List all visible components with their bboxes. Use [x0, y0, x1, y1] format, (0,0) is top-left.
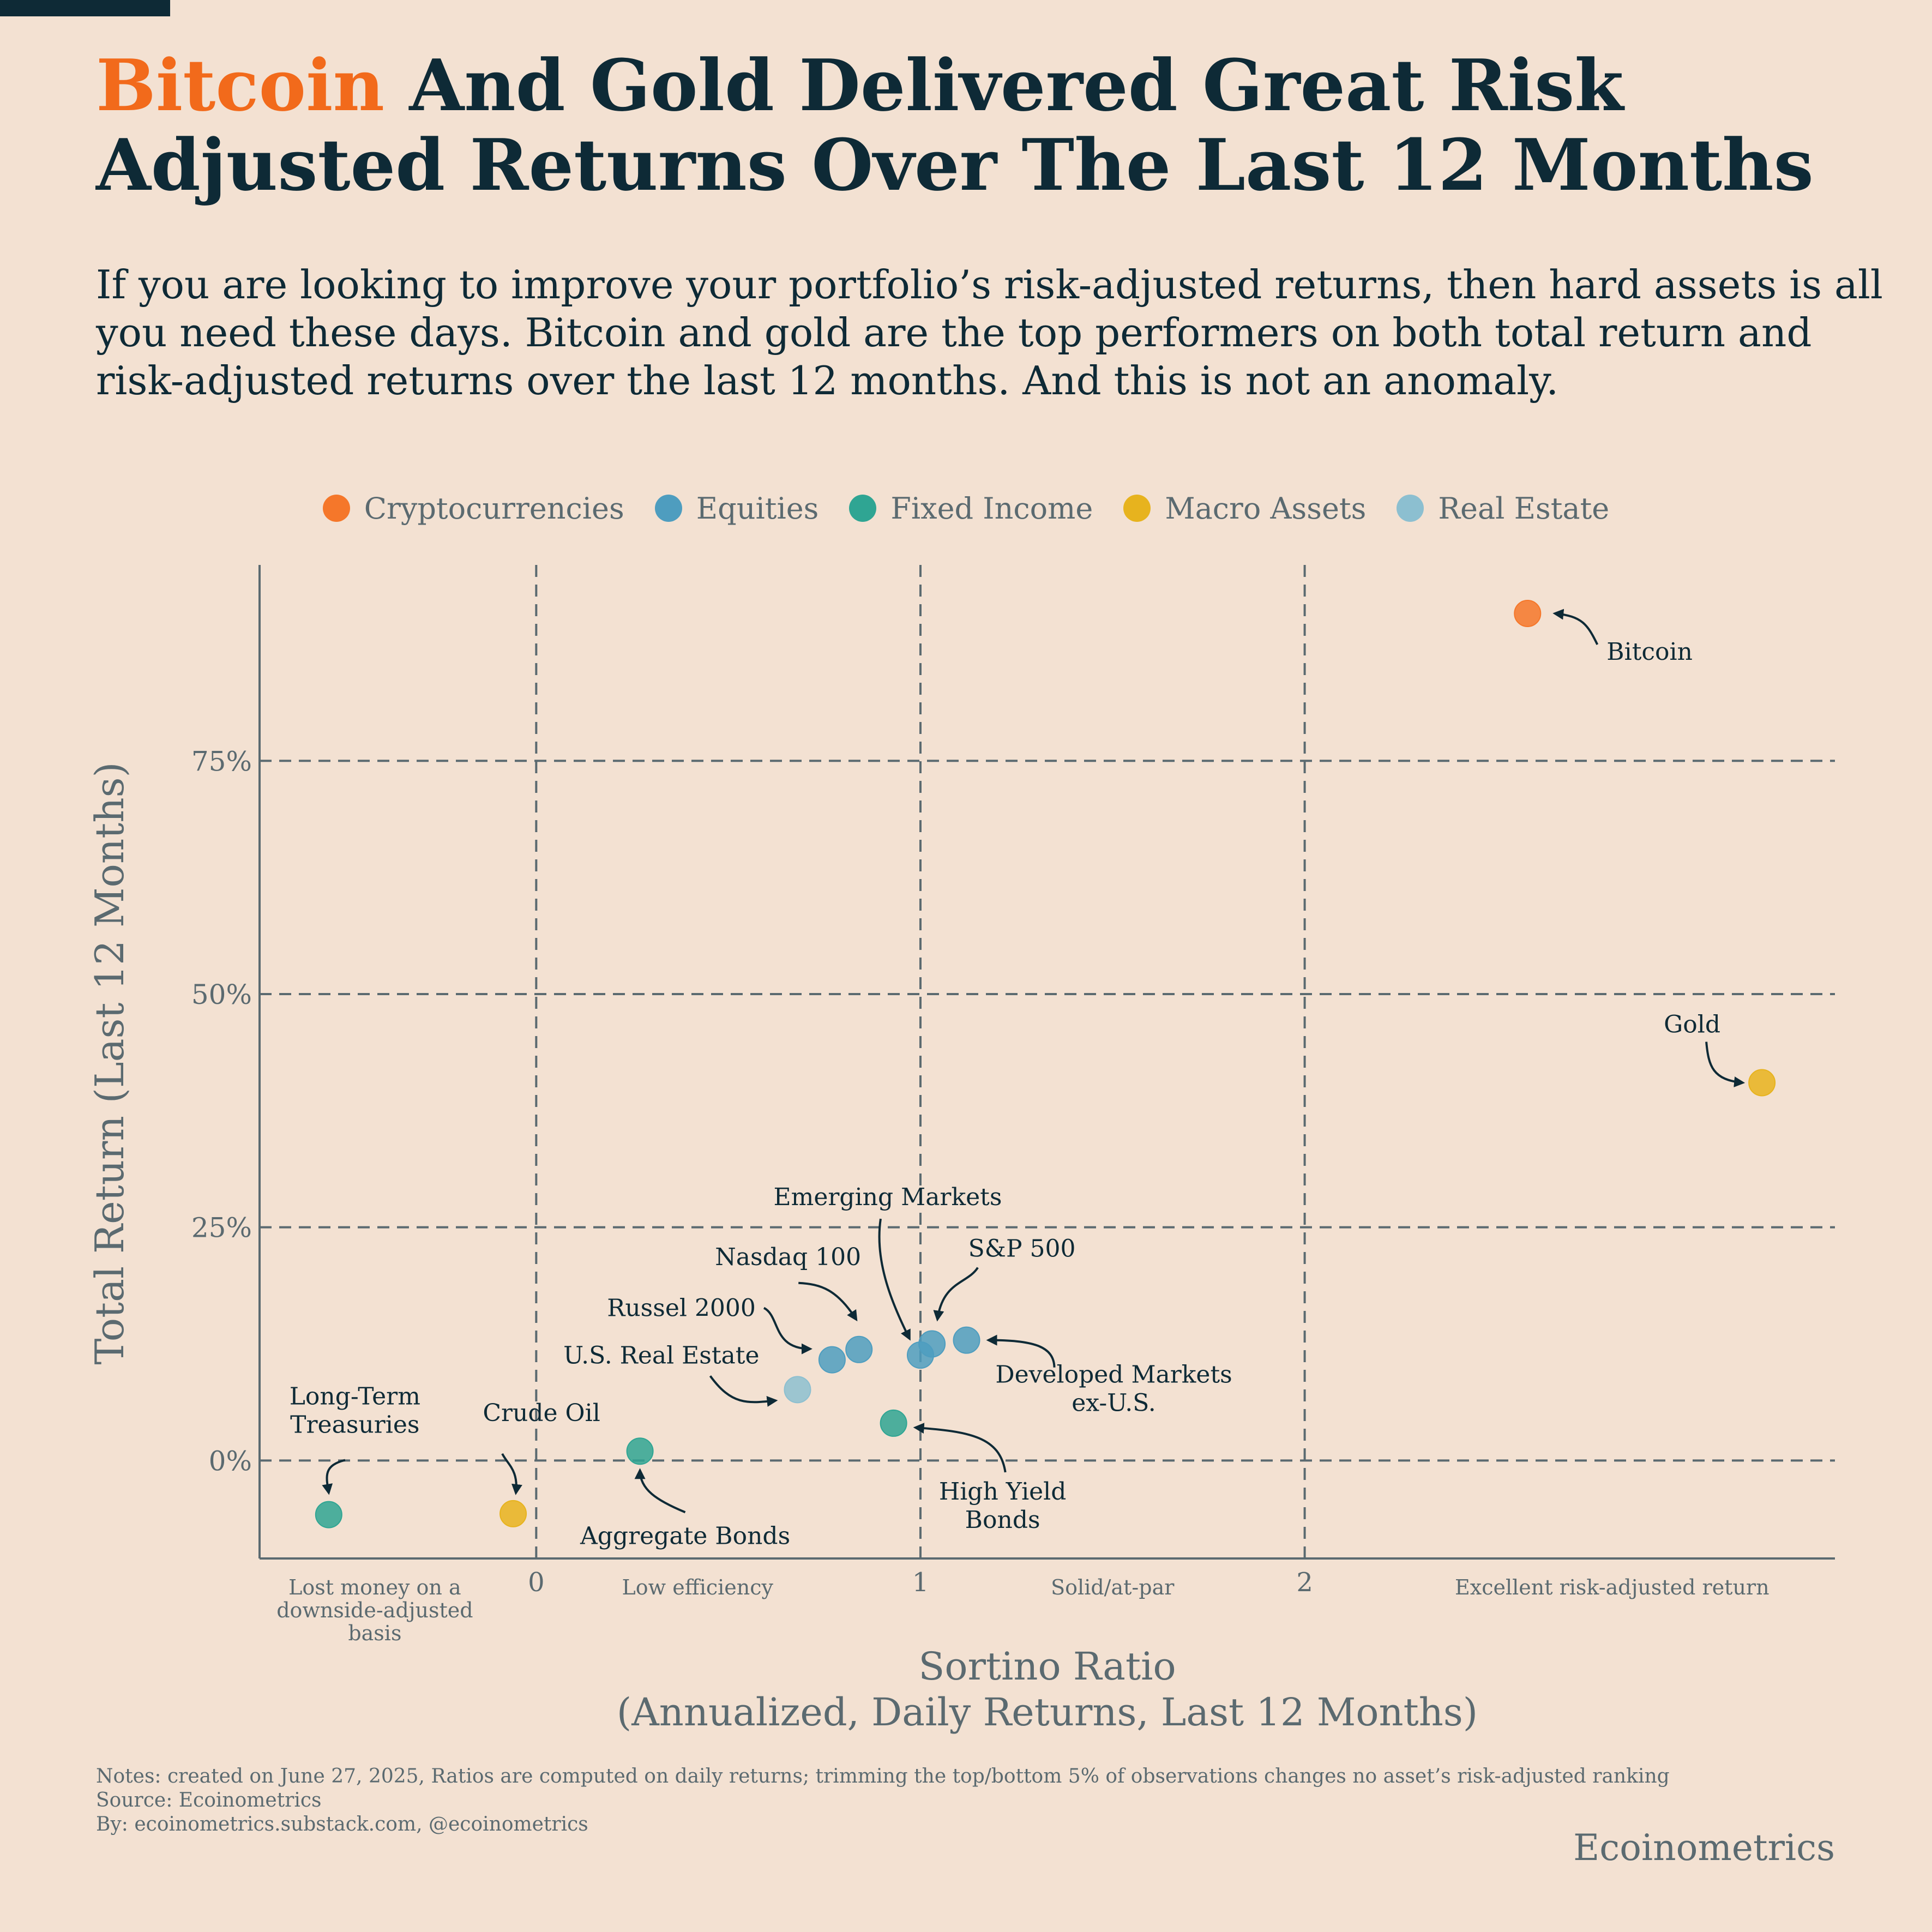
- data-point: [953, 1326, 980, 1354]
- annotation-arrow: [1705, 1042, 1746, 1087]
- data-point: [1514, 599, 1542, 627]
- notes-text: Notes: created on June 27, 2025, Ratios …: [96, 1765, 1670, 1787]
- source-text: Source: Ecoinometrics: [96, 1789, 322, 1811]
- zone-label: basis: [348, 1621, 401, 1645]
- data-point: [499, 1500, 527, 1527]
- annotation-arrow: [878, 1218, 911, 1341]
- point-label: High Yield: [939, 1478, 1067, 1506]
- annotation-arrow: [501, 1453, 522, 1495]
- point-label: Bitcoin: [1606, 638, 1693, 666]
- x-tick-label: 1: [912, 1567, 929, 1598]
- point-label: S&P 500: [968, 1235, 1076, 1263]
- legend-marker: [1397, 495, 1424, 522]
- title-rest: And Gold Delivered Great Risk Adjusted R…: [96, 44, 1814, 207]
- annotation-arrow: [933, 1267, 979, 1322]
- data-point: [845, 1335, 873, 1363]
- brand-logo-text: Ecoinometrics: [1573, 1827, 1835, 1869]
- annotation-arrow: [1552, 609, 1599, 645]
- point-label: Nasdaq 100: [715, 1243, 861, 1271]
- legend-label: Cryptocurrencies: [364, 491, 624, 526]
- top-accent-bar: [0, 0, 170, 16]
- point-label: Russel 2000: [607, 1295, 756, 1322]
- point-label: Treasuries: [290, 1411, 419, 1439]
- legend-item: Equities: [654, 491, 819, 526]
- point-label: U.S. Real Estate: [563, 1341, 759, 1369]
- point-label: Aggregate Bonds: [580, 1522, 790, 1550]
- legend-label: Macro Assets: [1165, 491, 1367, 526]
- data-point: [1748, 1069, 1776, 1097]
- legend-item: Macro Assets: [1123, 491, 1366, 526]
- legend-marker: [1123, 495, 1151, 522]
- point-label: ex-U.S.: [1072, 1389, 1156, 1417]
- annotation-arrow: [763, 1307, 812, 1355]
- point-label: Developed Markets: [995, 1361, 1232, 1389]
- title-accent: Bitcoin: [96, 44, 385, 127]
- annotation-arrow: [709, 1375, 778, 1407]
- annotation-arrow: [634, 1468, 686, 1514]
- x-tick-label: 2: [1296, 1567, 1313, 1598]
- point-label: Long-Term: [290, 1383, 420, 1411]
- legend-label: Real Estate: [1438, 491, 1610, 526]
- chart-legend: Cryptocurrencies Equities Fixed Income Macr…: [0, 485, 1932, 531]
- annotation-arrow: [986, 1334, 1056, 1368]
- y-tick-label: 25%: [191, 1212, 252, 1244]
- legend-marker: [322, 495, 350, 522]
- x-axis-subtitle: (Annualized, Daily Returns, Last 12 Mont…: [617, 1690, 1478, 1735]
- point-label: Emerging Markets: [774, 1183, 1002, 1211]
- data-point: [818, 1346, 846, 1374]
- scatter-chart: 0% 25% 50% 75% 0 1 2 Lost money on adownside-ad…: [87, 565, 1835, 1735]
- y-tick-label: 75%: [191, 745, 252, 777]
- y-tick-label: 0%: [209, 1445, 252, 1477]
- data-point: [880, 1409, 907, 1437]
- legend-marker: [654, 495, 682, 522]
- zone-label: Lost money on a: [288, 1575, 461, 1599]
- byline-text: By: ecoinometrics.substack.com, @ecoinom…: [96, 1813, 588, 1835]
- annotation-arrow: [913, 1423, 1007, 1473]
- zone-label: Low efficiency: [622, 1575, 774, 1599]
- legend-label: Equities: [696, 491, 819, 526]
- legend-item: Fixed Income: [849, 491, 1093, 526]
- legend-marker: [849, 495, 877, 522]
- data-point: [784, 1376, 811, 1404]
- point-label: Gold: [1664, 1010, 1720, 1038]
- annotation-arrow: [322, 1459, 346, 1495]
- zone-label: Excellent risk-adjusted return: [1455, 1575, 1770, 1599]
- data-point: [918, 1330, 946, 1358]
- legend-item: Real Estate: [1397, 491, 1609, 526]
- page-subtitle: If you are looking to improve your portf…: [96, 262, 1883, 404]
- page-title: Bitcoin And Gold Delivered Great Risk Ad…: [96, 46, 1912, 205]
- data-point: [626, 1437, 654, 1465]
- x-axis-title: Sortino Ratio: [918, 1644, 1176, 1689]
- legend-item: Cryptocurrencies: [322, 491, 624, 526]
- footer-notes: Notes: created on June 27, 2025, Ratios …: [96, 1765, 1841, 1837]
- point-label: Bonds: [965, 1506, 1040, 1534]
- zone-label: Solid/at-par: [1051, 1575, 1175, 1599]
- point-label: Crude Oil: [483, 1399, 600, 1427]
- data-point: [315, 1501, 342, 1528]
- y-axis-title: Total Return (Last 12 Months): [87, 762, 133, 1364]
- zone-label: downside-adjusted: [276, 1598, 473, 1622]
- legend-label: Fixed Income: [890, 491, 1093, 526]
- y-tick-label: 50%: [191, 979, 252, 1010]
- x-tick-label: 0: [528, 1567, 545, 1598]
- annotation-arrow: [798, 1281, 858, 1322]
